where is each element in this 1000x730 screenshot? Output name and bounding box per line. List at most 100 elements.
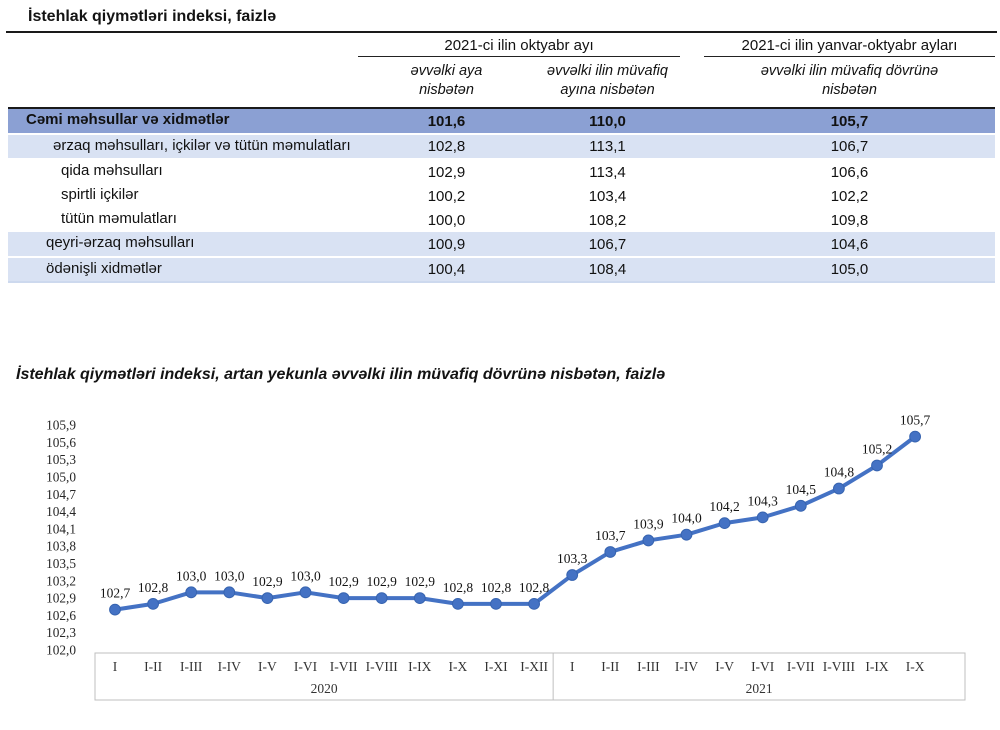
- row-label: tütün məmulatları: [61, 210, 177, 228]
- table-row: tütün məmulatları 100,0 108,2 109,8: [8, 208, 995, 232]
- table-row: ərzaq məhsulları, içkilər və tütün məmul…: [8, 134, 995, 161]
- row-value: 100,0: [427, 211, 466, 229]
- row-label: ərzaq məhsulları, içkilər və tütün məmul…: [53, 136, 351, 154]
- x-axis-tick: I-VIII: [366, 659, 399, 674]
- cpi-line: [113, 434, 918, 612]
- x-axis-tick: I-III: [180, 659, 203, 674]
- data-label: 103,7: [595, 528, 626, 543]
- table-row: Cəmi məhsullar və xidmətlər 101,6 110,0 105…: [8, 108, 995, 135]
- data-label: 102,7: [100, 586, 131, 601]
- table-body: Cəmi məhsullar və xidmətlər 101,6 110,0 105…: [8, 106, 995, 284]
- x-axis-tick: I-II: [601, 659, 619, 674]
- page-title: İstehlak qiymətləri indeksi, faizlə: [28, 8, 277, 25]
- cpi-table: 2021-ci ilin oktyabr ayı 2021-ci ilin ya…: [8, 33, 995, 284]
- row-value: 106,6: [830, 164, 869, 182]
- row-value: 105,7: [830, 112, 869, 130]
- row-value: 110,0: [589, 112, 626, 130]
- data-point: [490, 597, 502, 610]
- y-axis-tick: 102,3: [46, 625, 76, 640]
- row-label: qeyri-ərzaq məhsulları: [46, 233, 195, 251]
- data-point: [756, 511, 769, 524]
- x-axis-tick: I-IX: [408, 659, 431, 674]
- x-axis-tick: I-V: [258, 659, 277, 674]
- table-row: qida məhsulları 102,9 113,4 106,6: [8, 160, 995, 185]
- x-axis-frame: [94, 652, 966, 701]
- y-axis-tick: 102,6: [46, 608, 76, 623]
- subheader-vs-same-month-prev-year: əvvəlki ilin müvafiq ayına nisbətən: [547, 63, 668, 98]
- row-value: 102,9: [427, 164, 466, 182]
- row-value: 108,2: [588, 211, 627, 229]
- data-label: 103,0: [290, 568, 321, 583]
- table-row: qeyri-ərzaq məhsulları 100,9 106,7 104,6: [8, 231, 995, 258]
- x-axis-tick: I-VI: [751, 659, 775, 674]
- data-point: [528, 597, 541, 610]
- x-axis-tick: I-X: [449, 659, 468, 674]
- x-axis-tick: I-X: [906, 659, 925, 674]
- table-row: ödənişli xidmətlər 100,4 108,4 105,0: [8, 257, 995, 284]
- y-axis-tick: 102,0: [46, 643, 76, 658]
- row-value: 100,9: [427, 235, 466, 253]
- data-label: 103,3: [557, 551, 588, 566]
- header-spacer: [8, 57, 358, 107]
- data-label: 104,0: [671, 511, 702, 526]
- y-axis-tick: 102,9: [46, 591, 76, 606]
- subheader-vs-prev-month: əvvəlki aya nisbətən: [410, 63, 483, 98]
- data-label: 104,2: [709, 499, 739, 514]
- year-label: 2021: [746, 681, 773, 696]
- table-header: 2021-ci ilin oktyabr ayı 2021-ci ilin ya…: [8, 33, 995, 107]
- year-label: 2020: [311, 681, 338, 696]
- cpi-line-chart: 102,0 102,3 102,6 102,9 103,2 103,5 103,8 104,1…: [30, 412, 990, 714]
- title-rule: İstehlak qiymətləri indeksi, faizlə: [6, 5, 997, 33]
- row-value: 102,2: [830, 188, 869, 206]
- subheader-vs-same-period-prev-year: əvvəlki ilin müvafiq dövrünə nisbətən: [760, 63, 939, 98]
- data-label: 102,8: [138, 580, 169, 595]
- data-point: [375, 592, 388, 605]
- row-label: ödənişli xidmətlər: [46, 259, 162, 277]
- data-point: [261, 592, 274, 605]
- x-axis-tick: I-VIII: [823, 659, 856, 674]
- data-point: [680, 528, 693, 541]
- data-label: 103,0: [176, 568, 207, 583]
- data-point: [604, 546, 617, 558]
- row-value: 106,7: [588, 235, 627, 253]
- chart-svg: 102,0 102,3 102,6 102,9 103,2 103,5 103,8 104,1…: [46, 413, 966, 701]
- data-label: 102,9: [328, 574, 359, 589]
- data-point: [452, 597, 464, 610]
- row-value: 104,6: [830, 235, 869, 253]
- y-axis-tick: 104,4: [46, 504, 76, 519]
- data-point: [794, 499, 807, 512]
- row-value: 100,4: [427, 261, 466, 279]
- x-axis-tick: I-II: [144, 659, 162, 674]
- data-point: [413, 592, 426, 605]
- data-label: 103,9: [633, 516, 664, 531]
- y-axis-tick: 103,5: [46, 556, 76, 571]
- x-axis-tick: I-IV: [675, 659, 698, 674]
- data-point: [909, 430, 921, 443]
- data-point: [185, 586, 198, 599]
- data-label: 105,7: [900, 413, 931, 428]
- data-point: [718, 517, 731, 530]
- data-label: 105,2: [862, 441, 892, 456]
- x-axis-tick: I-III: [637, 659, 660, 674]
- row-value: 102,8: [427, 138, 466, 156]
- chart-title: İstehlak qiymətləri indeksi, artan yekun…: [16, 366, 666, 383]
- header-gap: [680, 57, 704, 107]
- y-axis-tick: 105,9: [46, 418, 76, 433]
- header-spacer: [8, 33, 358, 57]
- row-value: 106,7: [830, 138, 869, 156]
- y-axis-tick: 103,2: [46, 573, 76, 588]
- data-label: 102,9: [405, 574, 436, 589]
- data-point: [223, 586, 236, 599]
- x-axis-tick: I-V: [715, 659, 734, 674]
- data-point: [337, 592, 350, 605]
- data-point: [147, 597, 159, 610]
- group-header-jan-october: 2021-ci ilin yanvar-oktyabr ayları: [704, 33, 995, 57]
- row-value: 108,4: [588, 261, 627, 279]
- data-point: [833, 482, 845, 495]
- data-label: 102,8: [519, 580, 550, 595]
- data-point: [871, 459, 883, 472]
- y-axis-tick: 105,3: [46, 452, 76, 467]
- data-label: 104,3: [748, 493, 779, 508]
- x-axis-tick: I-XII: [520, 659, 548, 674]
- data-label: 103,0: [214, 568, 245, 583]
